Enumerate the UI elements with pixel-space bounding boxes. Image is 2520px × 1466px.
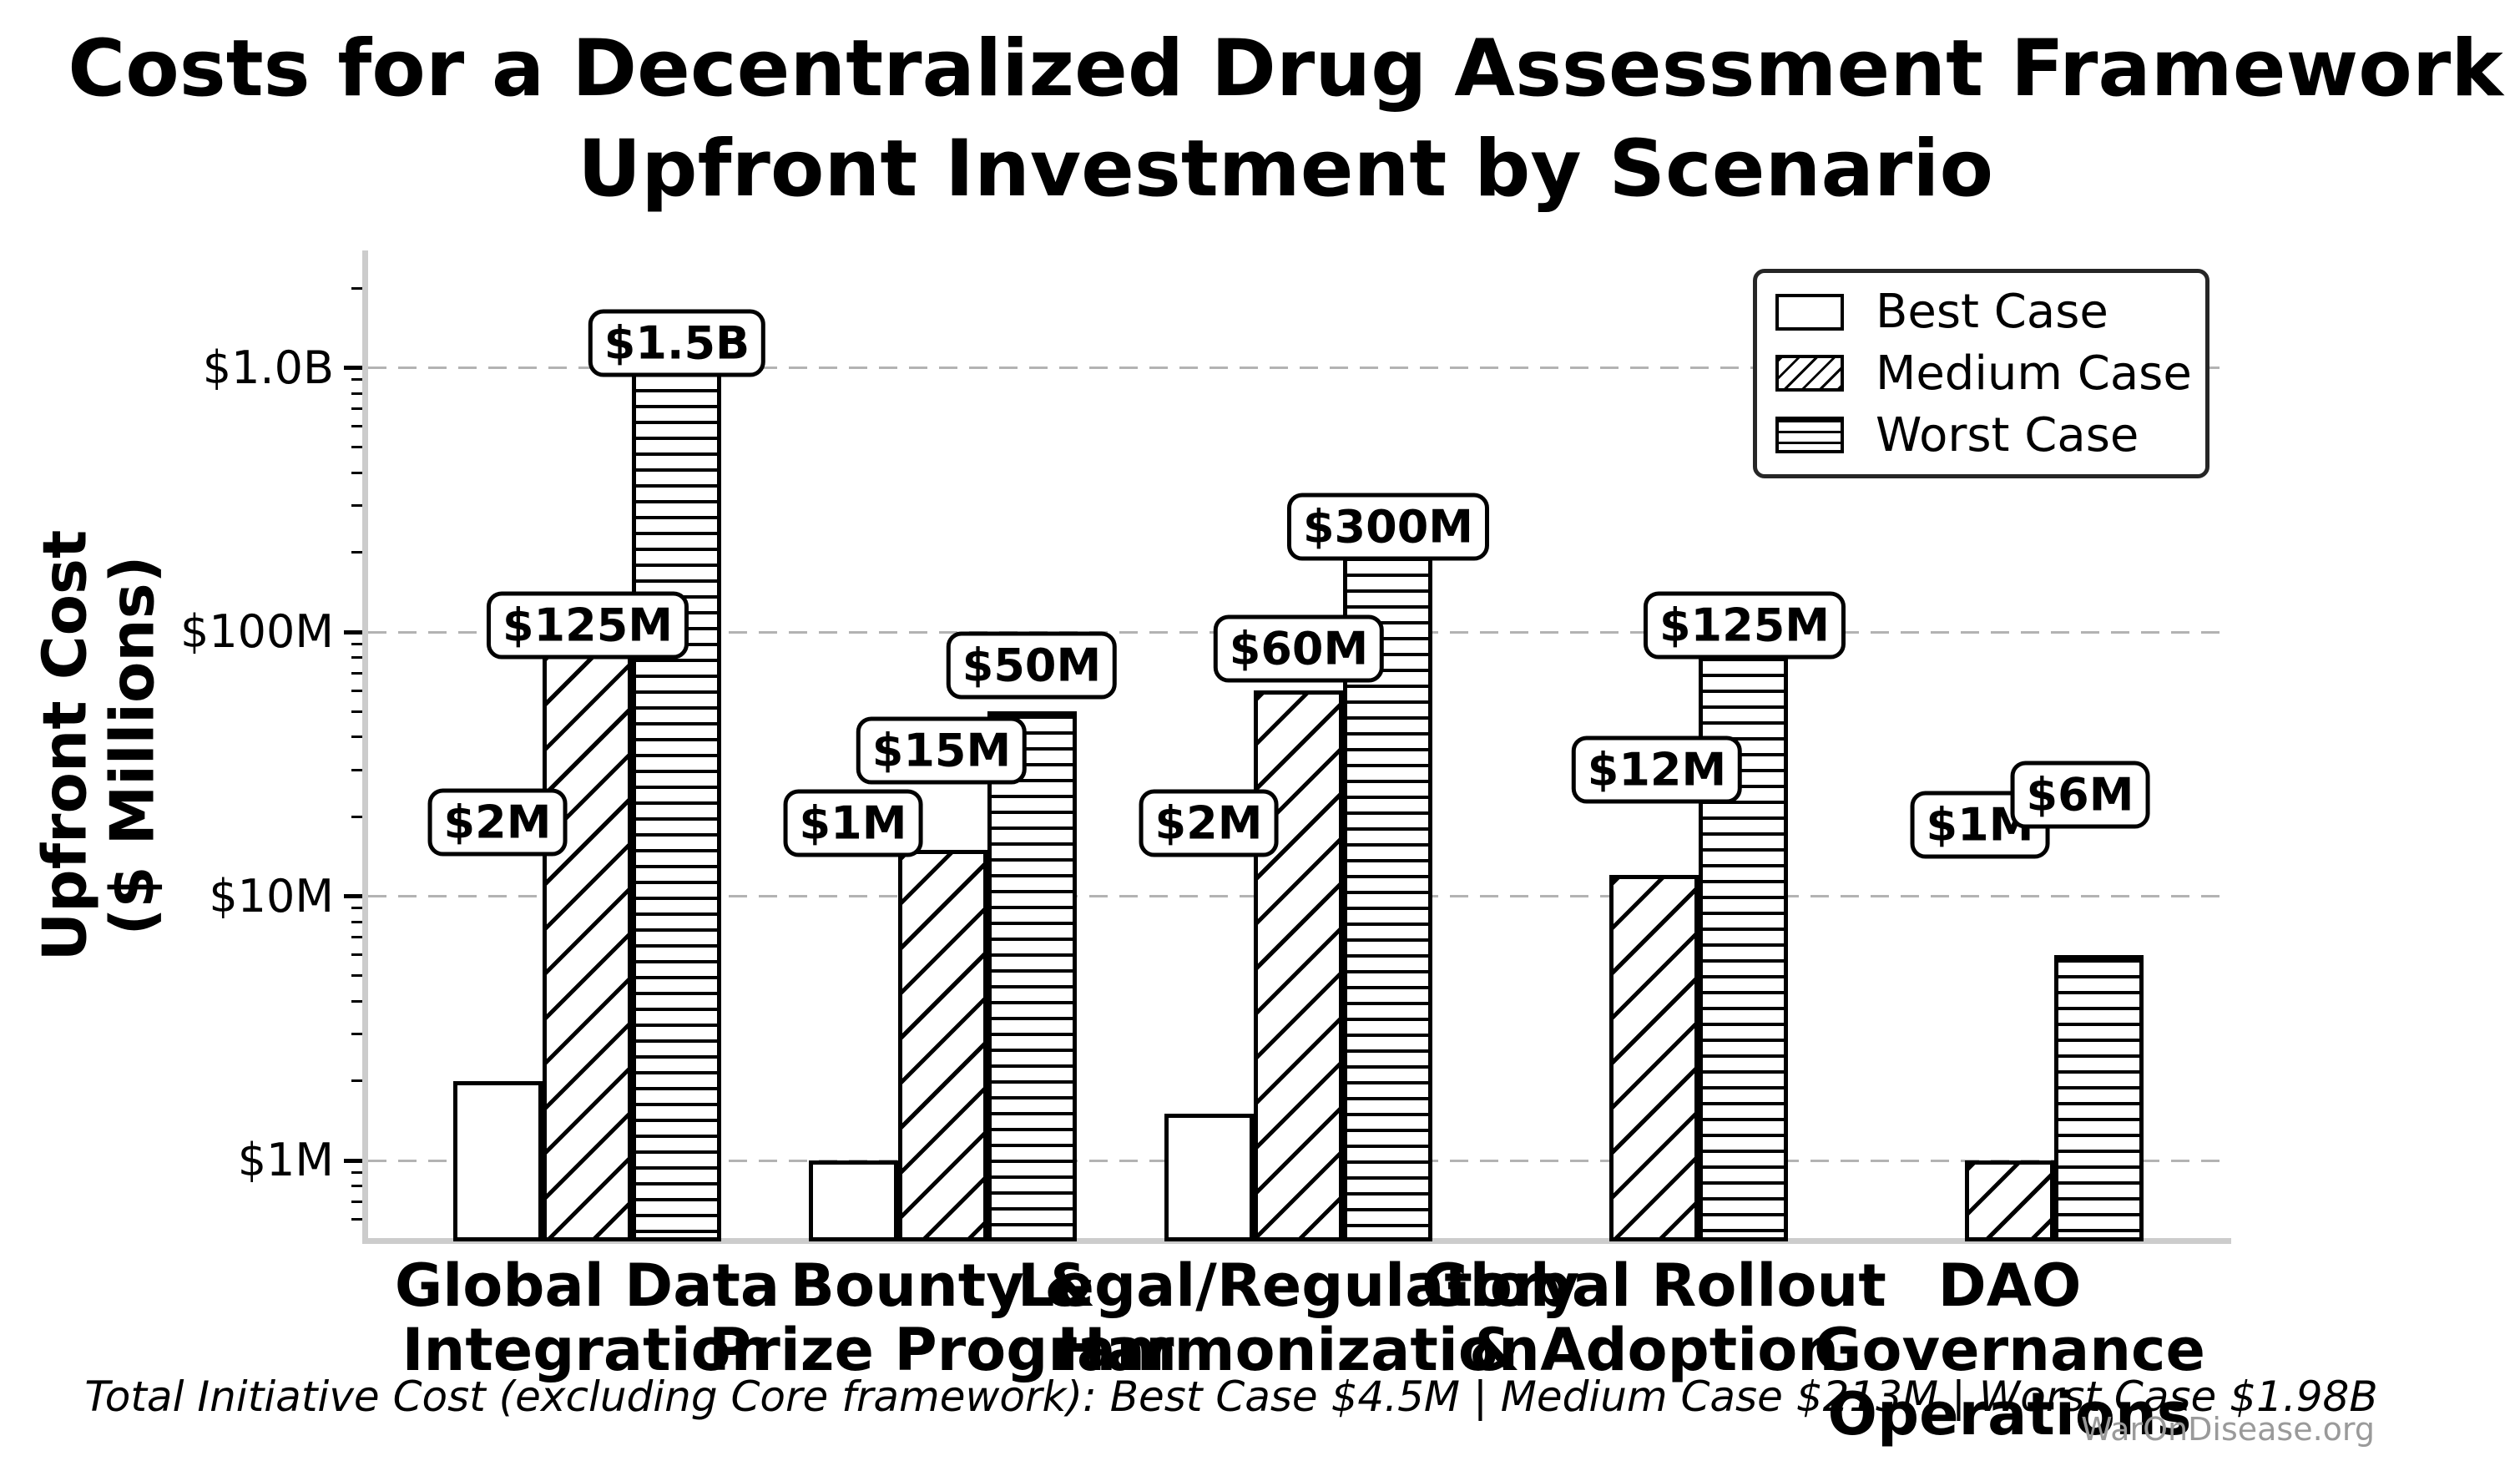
bar-value-label: $125M <box>486 591 689 660</box>
bar-value-label: $300M <box>1286 493 1490 561</box>
watermark: WarOnDisease.org <box>2081 1411 2375 1448</box>
y-minor-tick-mark <box>351 710 362 713</box>
category-label: DAO Governance Operations <box>1813 1251 2206 1448</box>
y-minor-tick-mark <box>351 953 362 957</box>
legend-item-medium-case: Medium Case <box>1775 346 2205 401</box>
y-axis-title-line1: Upfront Cost <box>29 529 100 962</box>
y-minor-tick-mark <box>351 551 362 554</box>
y-minor-tick-mark <box>351 815 362 818</box>
medium-case-swatch-icon <box>1775 355 1844 392</box>
bar-medium-case-2 <box>898 849 987 1241</box>
bar-medium-case-1 <box>543 606 632 1241</box>
y-tick-label: $100M <box>179 605 334 658</box>
legend-label: Worst Case <box>1876 407 2139 463</box>
y-minor-tick-mark <box>351 1185 362 1188</box>
bar-best-case-1 <box>453 1080 543 1241</box>
legend-item-worst-case: Worst Case <box>1775 408 2205 463</box>
bar-value-label: $2M <box>427 788 568 857</box>
bar-medium-case-3 <box>1254 690 1343 1241</box>
y-tick-mark <box>344 366 362 370</box>
y-minor-tick-mark <box>351 656 362 660</box>
legend-label: Best Case <box>1876 285 2108 340</box>
bar-worst-case-4 <box>1699 606 1788 1241</box>
y-minor-tick-mark <box>351 920 362 923</box>
y-minor-tick-mark <box>351 1079 362 1083</box>
y-minor-tick-mark <box>351 768 362 771</box>
category-label: Global Rollout & Adoption <box>1422 1251 1886 1384</box>
legend: Best Case Medium Case Worst Case <box>1753 269 2209 478</box>
bar-value-label: $1.5B <box>588 309 766 377</box>
chart-subtitle: Upfront Investment by Scenario <box>577 124 1994 215</box>
y-minor-tick-mark <box>351 999 362 1003</box>
y-minor-tick-mark <box>351 689 362 692</box>
bar-worst-case-1 <box>632 321 721 1241</box>
y-minor-tick-mark <box>351 471 362 474</box>
y-tick-mark <box>344 629 362 634</box>
y-minor-tick-mark <box>351 378 362 382</box>
y-minor-tick-mark <box>351 907 362 910</box>
bar-value-label: $50M <box>946 631 1118 700</box>
y-tick-label: $1.0B <box>202 341 334 394</box>
bar-value-label: $6M <box>2010 761 2150 829</box>
bar-value-label: $1M <box>783 789 923 857</box>
y-minor-tick-mark <box>351 1033 362 1036</box>
legend-label: Medium Case <box>1876 346 2192 401</box>
category-label: Global Data Integration <box>394 1251 780 1384</box>
y-minor-tick-mark <box>351 407 362 411</box>
y-minor-tick-mark <box>351 736 362 739</box>
y-minor-tick-mark <box>351 671 362 675</box>
y-minor-tick-mark <box>351 425 362 428</box>
y-axis-spine <box>362 250 368 1244</box>
bar-value-label: $2M <box>1139 789 1279 857</box>
category-label: Bounty & Prize Program <box>708 1251 1178 1384</box>
y-minor-tick-mark <box>351 1200 362 1203</box>
y-minor-tick-mark <box>351 936 362 939</box>
bar-best-case-2 <box>809 1160 898 1241</box>
bar-worst-case-5 <box>2054 954 2144 1241</box>
legend-item-best-case: Best Case <box>1775 285 2205 339</box>
bar-value-label: $15M <box>856 716 1028 785</box>
total-cost-footnote: Total Initiative Cost (excluding Core fr… <box>84 1372 2378 1421</box>
chart-title: Costs for a Decentralized Drug Assessmen… <box>68 23 2503 114</box>
y-minor-tick-mark <box>351 1217 362 1221</box>
bar-worst-case-2 <box>987 711 1077 1241</box>
bar-worst-case-3 <box>1343 505 1432 1241</box>
y-minor-tick-mark <box>351 1170 362 1174</box>
bar-best-case-3 <box>1164 1114 1254 1241</box>
bar-value-label: $12M <box>1571 736 1743 804</box>
y-tick-label: $10M <box>209 869 334 923</box>
y-minor-tick-mark <box>351 392 362 395</box>
gridline <box>368 366 2231 369</box>
y-minor-tick-mark <box>351 504 362 508</box>
y-tick-label: $1M <box>237 1134 334 1186</box>
y-minor-tick-mark <box>351 286 362 290</box>
y-tick-mark <box>344 894 362 898</box>
bar-medium-case-4 <box>1609 875 1699 1241</box>
y-tick-mark <box>344 1158 362 1163</box>
worst-case-swatch-icon <box>1775 417 1844 454</box>
bar-medium-case-5 <box>1965 1160 2054 1241</box>
y-minor-tick-mark <box>351 642 362 645</box>
bar-value-label: $125M <box>1643 591 1846 660</box>
best-case-swatch-icon <box>1775 293 1844 331</box>
y-minor-tick-mark <box>351 446 362 449</box>
y-minor-tick-mark <box>351 974 362 978</box>
category-label: Legal/Regulatory Harmonization <box>1017 1251 1580 1384</box>
bar-value-label: $60M <box>1213 614 1385 683</box>
